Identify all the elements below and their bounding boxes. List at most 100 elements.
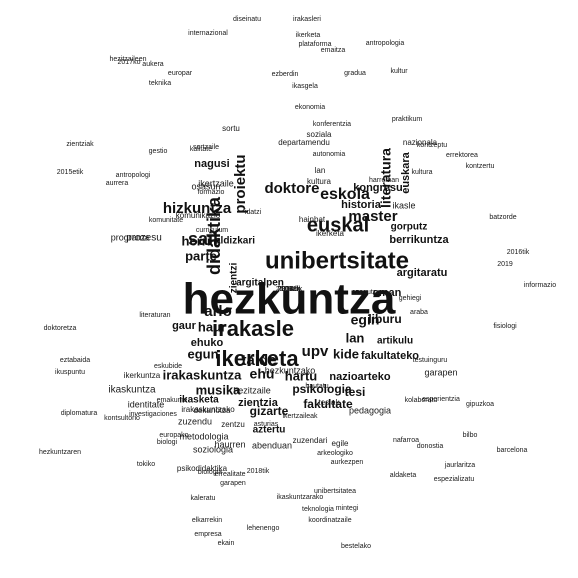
cloud-word: doktoretza — [44, 325, 77, 332]
cloud-word: ikertzaile — [198, 178, 234, 188]
cloud-word: antropologi — [116, 172, 151, 179]
cloud-word: ikaskuntzarako — [277, 494, 324, 501]
cloud-word: aztertu — [253, 425, 286, 436]
cloud-word: lan — [346, 330, 365, 345]
cloud-word: empresa — [194, 531, 221, 538]
cloud-word: antropologia — [366, 40, 405, 47]
cloud-word: mintegi — [336, 505, 359, 512]
cloud-word: eskola — [320, 186, 370, 203]
cloud-word: literatura — [378, 148, 394, 208]
cloud-word: soziala — [307, 130, 332, 139]
cloud-word: hartu — [285, 368, 318, 383]
cloud-word: metodologia — [179, 431, 228, 441]
cloud-word: doktore — [264, 180, 319, 197]
cloud-word: hizkuntza — [163, 200, 232, 217]
cloud-word: bilbo — [463, 432, 478, 439]
cloud-word: aldizkari — [215, 236, 255, 247]
cloud-word: nazioarteko — [329, 371, 390, 383]
cloud-word: informazio — [524, 282, 556, 289]
cloud-word: eskubide — [154, 363, 182, 370]
cloud-word: barcelona — [497, 447, 528, 454]
cloud-word: errealitate — [214, 471, 245, 478]
cloud-word: donostia — [417, 443, 444, 450]
cloud-word: didaktika — [204, 196, 224, 275]
cloud-word: komunitate — [149, 217, 183, 224]
cloud-word: hezkuntzaren — [39, 449, 81, 456]
cloud-word: sortu — [222, 124, 240, 133]
cloud-word: ikasgela — [292, 83, 318, 90]
cloud-word: talde — [241, 352, 276, 369]
cloud-word: internazional — [188, 30, 228, 37]
cloud-word: haurren — [214, 439, 245, 449]
cloud-word: 2014tik — [278, 286, 301, 293]
cloud-word: harreman — [369, 177, 399, 184]
cloud-word: proiektu — [232, 154, 249, 213]
cloud-word: unibertsitate — [265, 247, 409, 274]
cloud-word: hautatu — [305, 383, 328, 390]
cloud-word: kolaboratu — [405, 397, 438, 404]
cloud-word: ikasle — [392, 200, 415, 210]
cloud-word: ehuko — [191, 337, 224, 349]
cloud-word: zientziak — [66, 141, 94, 148]
cloud-word: araba — [410, 309, 428, 316]
cloud-word: ikertzaileak — [282, 413, 318, 420]
cloud-word: aukera — [142, 61, 164, 68]
cloud-word: psikologia — [292, 382, 352, 396]
cloud-word: musika — [196, 382, 242, 397]
cloud-word: ikuspuntu — [55, 369, 85, 376]
cloud-word: kultur — [390, 68, 408, 75]
cloud-word: osasun — [191, 181, 220, 191]
cloud-word: tokiko — [137, 461, 155, 468]
cloud-word: biologia — [198, 469, 222, 476]
cloud-word: plataforma — [298, 41, 331, 48]
cloud-word: sortzaile — [193, 144, 219, 151]
cloud-word: 2010etik — [276, 286, 303, 293]
cloud-word: konferentzia — [313, 121, 351, 128]
cloud-word: esperientzia — [422, 396, 460, 403]
cloud-word: kultura — [307, 177, 332, 186]
cloud-word: dekanotza — [194, 406, 231, 415]
cloud-word: gradua — [344, 70, 366, 77]
cloud-word: master — [348, 208, 397, 225]
cloud-word: kontsultorio — [104, 415, 140, 422]
cloud-word: lehenengo — [247, 525, 280, 532]
cloud-word: irakaskuntzako — [181, 405, 235, 414]
cloud-word: zuzendari — [293, 436, 328, 445]
cloud-word: asturias — [254, 421, 279, 428]
cloud-word: eman — [373, 287, 402, 299]
cloud-word: sail — [188, 229, 218, 249]
cloud-word: fisiologi — [493, 323, 517, 330]
cloud-word: idatzi — [245, 209, 262, 216]
cloud-word: europar — [168, 70, 193, 77]
cloud-word: haur — [198, 319, 226, 334]
cloud-word: kontzertu — [466, 163, 495, 170]
cloud-word: gaur — [172, 320, 197, 332]
cloud-word: aldaketa — [390, 472, 417, 479]
cloud-word: garapen — [424, 367, 457, 377]
cloud-word: kultura — [411, 169, 432, 176]
cloud-word: pedagogia — [349, 405, 391, 415]
cloud-word: curriculum — [196, 227, 228, 234]
cloud-word: nagusi — [194, 158, 229, 170]
cloud-word: soziologia — [193, 444, 233, 454]
cloud-word: 2006an — [277, 286, 300, 293]
cloud-word: ezberdin — [272, 71, 299, 78]
cloud-word: elkarrekin — [192, 517, 222, 524]
cloud-word: zuzendu — [178, 416, 212, 426]
cloud-word: errektorea — [446, 152, 478, 159]
cloud-word: parte — [185, 248, 217, 263]
cloud-word: ekonomia — [295, 104, 325, 111]
cloud-word: 2016tik — [507, 249, 530, 256]
cloud-word: ikaskuntza — [108, 385, 156, 396]
cloud-word: ikerketa — [316, 229, 345, 238]
cloud-word: hezkuntzako — [265, 365, 316, 375]
cloud-word: jaurlaritza — [444, 462, 475, 469]
cloud-word: egin — [351, 312, 380, 328]
cloud-word: departamendu — [278, 138, 330, 147]
cloud-word: ekain — [218, 540, 235, 547]
cloud-word: ehu — [250, 366, 275, 382]
cloud-word: irakasle — [212, 316, 294, 341]
cloud-word: investigaciones — [129, 411, 177, 418]
